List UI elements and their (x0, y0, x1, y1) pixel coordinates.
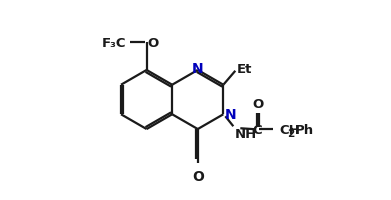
Text: Ph: Ph (295, 123, 314, 136)
Text: Et: Et (236, 63, 252, 76)
Text: C: C (253, 123, 262, 136)
Text: O: O (253, 98, 264, 111)
Text: O: O (147, 36, 159, 49)
Text: NH: NH (234, 128, 256, 141)
Text: N: N (192, 62, 204, 76)
Text: N: N (224, 108, 236, 122)
Text: O: O (192, 169, 204, 183)
Text: 2: 2 (287, 129, 294, 139)
Text: CH: CH (279, 123, 300, 136)
Text: F₃C: F₃C (102, 36, 127, 49)
